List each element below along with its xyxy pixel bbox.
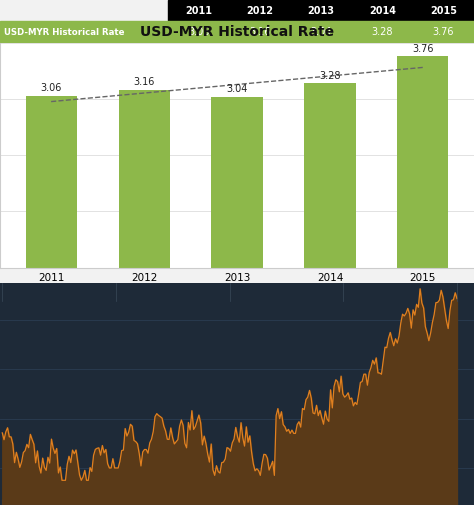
Title: USD-MYR Historical Rate: USD-MYR Historical Rate	[140, 25, 334, 39]
Bar	[118, 90, 170, 268]
Bar	[211, 97, 263, 268]
Text: 3.16: 3.16	[249, 27, 271, 37]
Text: 3.06: 3.06	[40, 83, 62, 93]
Text: 3.06: 3.06	[188, 27, 210, 37]
Text: 3.28: 3.28	[319, 71, 341, 81]
Bar	[397, 57, 448, 268]
Bar	[168, 0, 474, 21]
Bar	[26, 96, 77, 268]
Bar	[0, 21, 474, 43]
Text: 2013: 2013	[308, 6, 335, 16]
Text: USD-MYR Historical Rate: USD-MYR Historical Rate	[4, 28, 124, 37]
Text: 3.04: 3.04	[226, 84, 248, 94]
Text: 2012: 2012	[246, 6, 273, 16]
Text: 3.76: 3.76	[412, 43, 434, 54]
Bar	[304, 83, 356, 268]
Text: 2014: 2014	[369, 6, 396, 16]
Text: 3.28: 3.28	[372, 27, 393, 37]
Text: 2015: 2015	[430, 6, 457, 16]
Text: 3.04: 3.04	[310, 27, 332, 37]
Text: 2011: 2011	[185, 6, 212, 16]
Text: 3.76: 3.76	[433, 27, 454, 37]
Text: 3.16: 3.16	[133, 77, 155, 87]
